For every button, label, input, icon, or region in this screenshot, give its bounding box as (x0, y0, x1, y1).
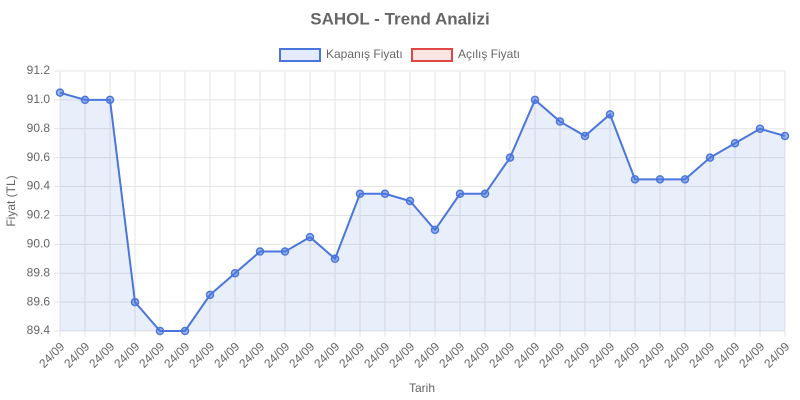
point (455, 189, 465, 199)
point (580, 131, 590, 141)
y-tick-label: 90.8 (27, 121, 51, 135)
point (155, 326, 165, 336)
x-tick-label: 24/09 (486, 339, 517, 370)
x-tick-label: 24/09 (336, 339, 367, 370)
point (305, 232, 315, 242)
x-tick-label: 24/09 (661, 339, 692, 370)
y-axis-title: Fiyat (TL) (4, 175, 18, 226)
point (130, 297, 140, 307)
y-tick-label: 90.6 (27, 150, 51, 164)
legend-swatch (279, 48, 321, 62)
point (255, 247, 265, 256)
x-tick-label: 24/09 (286, 339, 317, 370)
point (705, 153, 715, 162)
point (330, 254, 340, 264)
x-tick-label: 24/09 (386, 339, 417, 370)
point (505, 153, 515, 162)
point (630, 175, 640, 184)
x-tick-label: 24/09 (636, 339, 667, 370)
point (555, 117, 565, 126)
x-tick-label: 24/09 (311, 339, 342, 370)
x-tick-label: 24/09 (761, 339, 792, 370)
point (730, 138, 740, 148)
point (430, 225, 440, 235)
x-tick-label: 24/09 (186, 339, 217, 370)
x-tick-label: 24/09 (561, 339, 592, 370)
x-tick-label: 24/09 (736, 339, 767, 370)
x-tick-label: 24/09 (111, 339, 142, 370)
x-tick-label: 24/09 (261, 339, 292, 370)
x-tick-label: 24/09 (136, 339, 167, 370)
x-tick-label: 24/09 (236, 339, 267, 370)
point (55, 88, 65, 97)
legend-swatch (411, 48, 453, 62)
point (205, 290, 215, 300)
x-tick-label: 24/09 (536, 339, 567, 370)
point (280, 247, 290, 256)
chart-title: SAHOL - Trend Analizi (310, 9, 489, 28)
y-tick-label: 89.4 (27, 323, 51, 337)
point (605, 110, 615, 119)
y-tick-label: 91.2 (27, 63, 51, 77)
point (230, 268, 240, 278)
point (105, 95, 115, 105)
x-tick-label: 24/09 (161, 339, 192, 370)
point (680, 175, 690, 184)
point (380, 189, 390, 199)
y-tick-label: 90.0 (27, 237, 51, 251)
x-tick-label: 24/09 (436, 339, 467, 370)
y-tick-label: 90.4 (27, 179, 51, 193)
point (755, 124, 765, 134)
y-tick-label: 91.0 (27, 92, 51, 106)
point (655, 175, 665, 184)
point (405, 196, 415, 206)
point (355, 189, 365, 199)
x-tick-label: 24/09 (611, 339, 642, 370)
point (80, 95, 90, 105)
x-tick-label: 24/09 (86, 339, 117, 370)
legend-label: Kapanış Fiyatı (326, 47, 403, 61)
x-tick-label: 24/09 (711, 339, 742, 370)
x-tick-label: 24/09 (61, 339, 92, 370)
x-tick-label: 24/09 (511, 339, 542, 370)
area (60, 92, 785, 332)
point (530, 95, 540, 105)
y-tick-label: 89.6 (27, 294, 51, 308)
x-tick-label: 24/09 (461, 339, 492, 370)
x-tick-label: 24/09 (361, 339, 392, 370)
x-tick-label: 24/09 (36, 339, 67, 370)
x-tick-label: 24/09 (686, 339, 717, 370)
point (780, 131, 790, 141)
x-axis-title: Tarih (409, 381, 435, 395)
point (180, 326, 190, 336)
legend-label: Açılış Fiyatı (458, 47, 520, 61)
y-tick-label: 89.8 (27, 265, 51, 279)
y-tick-label: 90.2 (27, 208, 51, 222)
x-tick-label: 24/09 (211, 339, 242, 370)
x-tick-label: 24/09 (411, 339, 442, 370)
point (480, 189, 490, 199)
x-tick-label: 24/09 (586, 339, 617, 370)
